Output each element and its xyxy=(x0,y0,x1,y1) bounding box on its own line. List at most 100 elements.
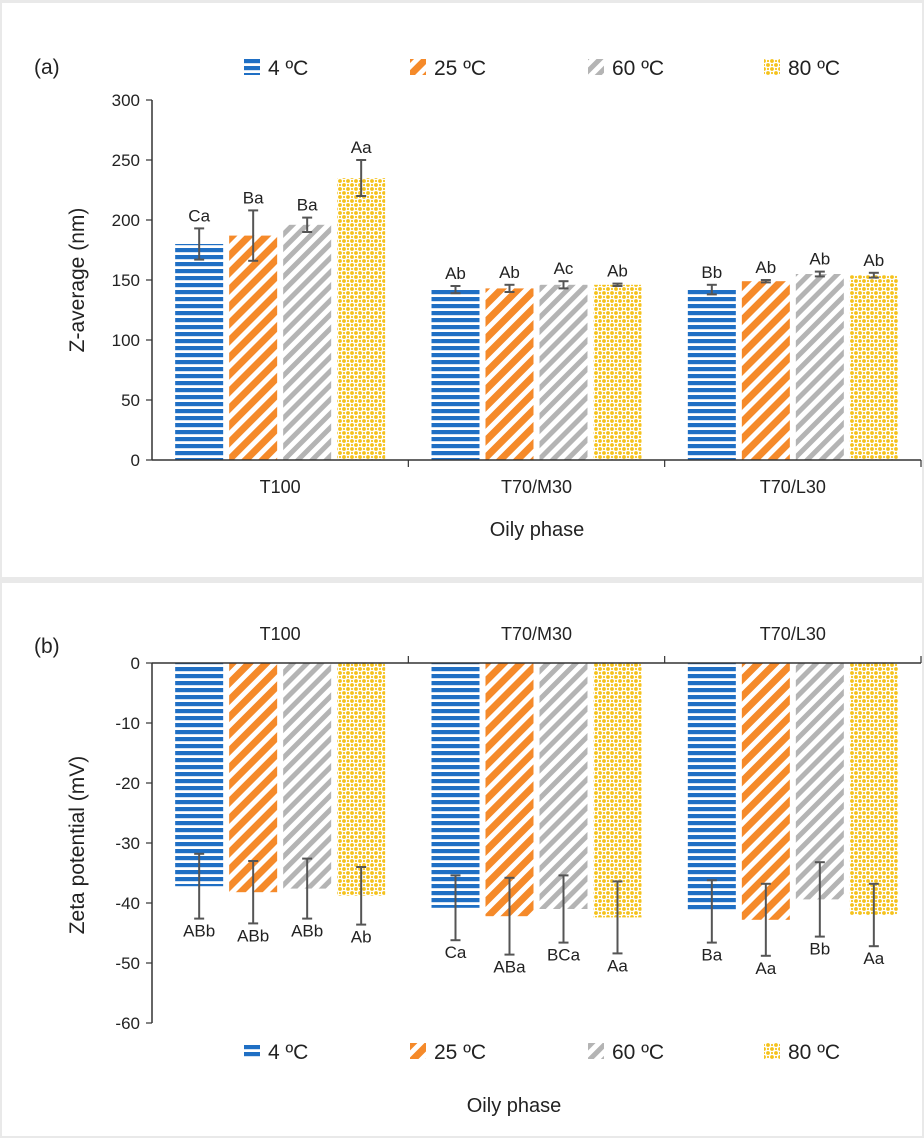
y-tick-label-1: 50 xyxy=(121,391,140,410)
legend-label-2: 60 ºC xyxy=(612,1041,664,1064)
bar-1-1 xyxy=(485,288,534,460)
data-label-0-0: Ca xyxy=(188,206,210,225)
y-tick-label-2: -20 xyxy=(115,774,140,793)
y-tick-label-3: -30 xyxy=(115,834,140,853)
data-label-2-1: Ab xyxy=(755,258,776,277)
data-label-2-2: Ab xyxy=(809,250,830,269)
data-label-1-1: Ab xyxy=(499,263,520,282)
error-bar-1-1 xyxy=(504,876,515,956)
legend-label-3: 80 ºC xyxy=(788,57,840,80)
legend-swatch-3 xyxy=(764,59,780,75)
error-bar-2-0 xyxy=(706,283,717,296)
data-label-0-2: Ba xyxy=(297,196,318,215)
bar-2-1 xyxy=(741,281,790,460)
bar-2-3 xyxy=(849,275,898,460)
legend-item-0: 4 ºC xyxy=(244,57,308,80)
error-bar-0-0 xyxy=(194,227,205,261)
data-label-1-3: Aa xyxy=(607,956,628,975)
error-bar-0-2 xyxy=(302,216,313,233)
legend-label-0: 4 ºC xyxy=(268,57,308,80)
data-label-1-0: Ab xyxy=(445,264,466,283)
data-label-2-0: Ba xyxy=(701,946,722,965)
legend-item-2: 60 ºC xyxy=(588,57,664,80)
bar-2-3 xyxy=(849,663,898,915)
data-label-0-1: Ba xyxy=(243,188,264,207)
y-tick-label-6: -60 xyxy=(115,1014,140,1033)
data-label-0-3: Ab xyxy=(351,928,372,947)
panel-b: (b) ABb ABb ABb Ab T100 Ca ABa BCa Aa T70/M30 Ba Aa B… xyxy=(2,583,922,1136)
legend-label-1: 25 ºC xyxy=(434,57,486,80)
z-average-chart: (a) 4 ºC 25 ºC 60 ºC 80 ºC Ca Ba Ba Aa T100 Ab Ab Ac… xyxy=(34,56,922,541)
error-bar-2-1 xyxy=(760,279,771,284)
bar-2-2 xyxy=(795,663,844,900)
legend-label-2: 60 ºC xyxy=(612,57,664,80)
bar-2-0 xyxy=(687,663,736,912)
error-bar-2-2 xyxy=(814,270,825,278)
category-label-0: T100 xyxy=(260,624,301,644)
error-bar-0-0 xyxy=(194,852,205,920)
bar-0-2 xyxy=(283,224,332,460)
bar-0-3 xyxy=(337,178,386,460)
error-bar-0-3 xyxy=(356,159,367,197)
bar-0-0 xyxy=(175,663,224,887)
data-label-1-0: Ca xyxy=(445,943,467,962)
bar-2-1 xyxy=(741,663,790,920)
x-axis-title: Oily phase xyxy=(490,519,585,541)
y-tick-label-0: 0 xyxy=(131,451,140,470)
error-bar-2-0 xyxy=(706,879,717,944)
data-label-0-2: ABb xyxy=(291,922,323,941)
bar-0-3 xyxy=(337,663,386,896)
bar-0-0 xyxy=(175,244,224,460)
error-bar-1-1 xyxy=(504,283,515,293)
data-label-2-0: Bb xyxy=(701,263,722,282)
legend-swatch-1 xyxy=(410,1043,426,1059)
bar-1-2 xyxy=(539,284,588,460)
y-tick-label-0: 0 xyxy=(131,654,140,673)
legend-swatch-2 xyxy=(588,59,604,75)
category-label-2: T70/L30 xyxy=(760,477,826,497)
error-bar-2-3 xyxy=(868,271,879,279)
bar-1-3 xyxy=(593,284,642,460)
bar-2-0 xyxy=(687,289,736,460)
legend-label-0: 4 ºC xyxy=(268,1041,308,1064)
bar-1-0 xyxy=(431,289,480,460)
category-label-1: T70/M30 xyxy=(501,477,572,497)
bar-1-2 xyxy=(539,663,588,909)
data-label-1-1: ABa xyxy=(493,958,526,977)
data-label-2-3: Aa xyxy=(863,949,884,968)
data-label-1-2: BCa xyxy=(547,946,581,965)
error-bar-0-3 xyxy=(356,866,367,926)
legend-item-0: 4 ºC xyxy=(244,1041,308,1064)
legend-swatch-1 xyxy=(410,59,426,75)
data-label-0-1: ABb xyxy=(237,926,269,945)
error-bar-1-2 xyxy=(558,874,569,944)
error-bar-1-3 xyxy=(612,282,623,287)
y-axis-title: Zeta potential (mV) xyxy=(66,756,89,935)
error-bar-2-1 xyxy=(760,882,771,957)
error-bar-0-1 xyxy=(248,209,259,262)
data-label-1-2: Ac xyxy=(554,259,574,278)
zeta-potential-chart: (b) ABb ABb ABb Ab T100 Ca ABa BCa Aa T70/M30 Ba Aa B… xyxy=(34,624,922,1117)
bar-0-1 xyxy=(229,663,278,893)
error-bar-2-2 xyxy=(814,861,825,938)
data-label-1-3: Ab xyxy=(607,262,628,281)
bar-0-2 xyxy=(283,663,332,889)
legend-item-3: 80 ºC xyxy=(764,1041,840,1064)
bar-1-3 xyxy=(593,663,642,918)
y-tick-label-4: 200 xyxy=(112,211,140,230)
error-bar-0-1 xyxy=(248,860,259,925)
error-bar-1-0 xyxy=(450,285,461,295)
error-bar-1-0 xyxy=(450,874,461,942)
legend-swatch-3 xyxy=(764,1043,780,1059)
data-label-2-1: Aa xyxy=(755,959,776,978)
category-label-1: T70/M30 xyxy=(501,624,572,644)
legend-label-3: 80 ºC xyxy=(788,1041,840,1064)
legend-label-1: 25 ºC xyxy=(434,1041,486,1064)
legend-swatch-0 xyxy=(244,1043,260,1059)
data-label-2-2: Bb xyxy=(809,940,830,959)
x-axis-title: Oily phase xyxy=(467,1095,562,1117)
y-tick-label-2: 100 xyxy=(112,331,140,350)
panel-a: (a) 4 ºC 25 ºC 60 ºC 80 ºC Ca Ba Ba Aa T100 Ab Ab Ac… xyxy=(2,3,922,577)
data-label-0-0: ABb xyxy=(183,922,215,941)
